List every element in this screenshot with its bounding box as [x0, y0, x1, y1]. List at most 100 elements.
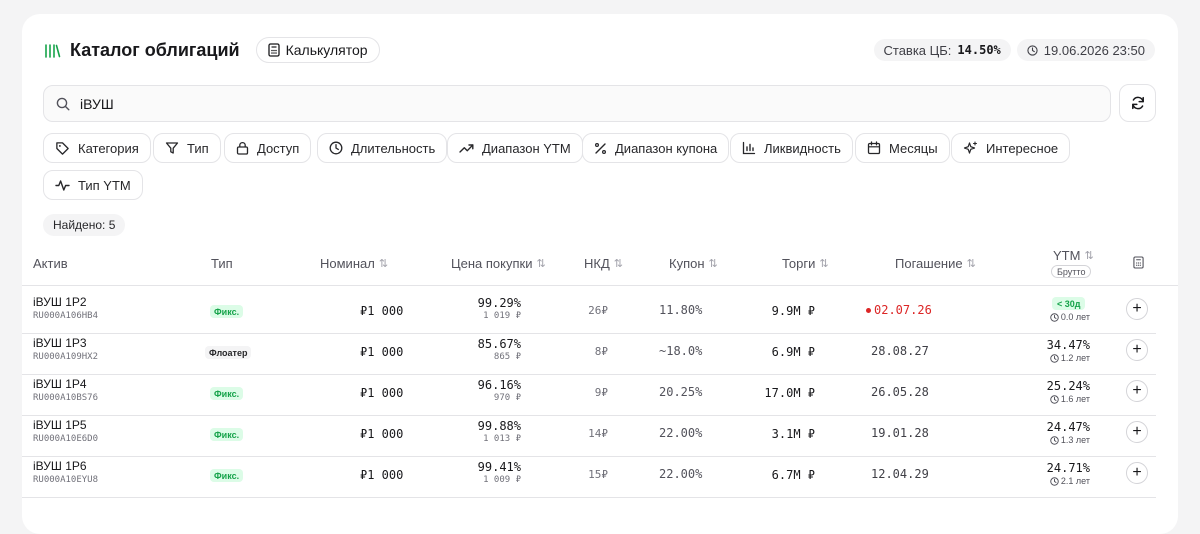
clock-icon — [1027, 44, 1038, 56]
asset-name[interactable]: iВУШ 1P5 — [33, 418, 87, 432]
search-input[interactable]: iВУШ — [43, 85, 1111, 122]
filter-label: Диапазон купона — [615, 140, 718, 156]
price-rub: 970 ₽ — [493, 393, 521, 403]
price-rub: 1 013 ₽ — [483, 434, 521, 444]
type-badge: Фикс. — [210, 305, 244, 318]
col-maturity[interactable]: Погашение ⇅ — [895, 256, 976, 271]
type-badge: Фикс. — [210, 469, 244, 482]
results-count-badge: Найдено: 5 — [43, 214, 126, 236]
clock-icon — [1050, 312, 1059, 322]
lock-icon — [236, 142, 249, 155]
filter-ytm-range[interactable]: Диапазон YTM — [447, 133, 583, 163]
search-icon — [56, 97, 70, 111]
nkd-value: 15₽ — [588, 468, 608, 481]
coupon-value: 22.00% — [659, 467, 703, 481]
sort-icon: ⇅ — [378, 258, 389, 270]
filter-label: Диапазон YTM — [482, 140, 571, 156]
filter-type[interactable]: Тип — [153, 133, 221, 163]
filter-ytm-type[interactable]: Тип YTM — [43, 170, 143, 200]
add-to-portfolio-button[interactable]: + — [1126, 421, 1148, 443]
price-rub: 1 009 ₽ — [483, 475, 521, 485]
col-ytm[interactable]: YTM ⇅ — [1053, 248, 1094, 263]
col-coupon[interactable]: Купон ⇅ — [669, 256, 718, 271]
col-type: Тип — [211, 256, 233, 271]
sort-icon: ⇅ — [966, 258, 976, 270]
filter-coupon-range[interactable]: Диапазон купона — [582, 133, 730, 163]
maturity-date: 02.07.26 — [866, 303, 932, 317]
maturity-date: 26.05.28 — [871, 385, 929, 399]
search-value: iВУШ — [80, 95, 114, 112]
ytm-value: 25.24% — [1046, 379, 1090, 393]
sort-icon: ⇅ — [536, 258, 546, 270]
ytm-short-badge: < 30д — [1052, 297, 1086, 310]
sort-icon: ⇅ — [613, 258, 623, 270]
row-divider — [22, 333, 1156, 334]
activity-icon — [55, 179, 70, 191]
col-volume[interactable]: Торги ⇅ — [782, 256, 829, 271]
price-percent: 99.29% — [477, 296, 521, 310]
sparkles-icon — [963, 140, 978, 154]
duration-years: 0.0 лет — [1050, 312, 1090, 322]
add-to-portfolio-button[interactable]: + — [1126, 380, 1148, 402]
asset-name[interactable]: iВУШ 1P4 — [33, 377, 87, 391]
coupon-value: ~18.0% — [659, 344, 703, 358]
filter-interesting[interactable]: Интересное — [951, 133, 1071, 163]
add-to-portfolio-button[interactable]: + — [1126, 462, 1148, 484]
price-rub: 865 ₽ — [493, 352, 521, 362]
row-divider — [22, 415, 1156, 416]
filter-label: Доступ — [257, 140, 300, 156]
row-divider — [22, 456, 1156, 457]
clock-icon — [1050, 476, 1059, 486]
nominal-value: ₽1 000 — [360, 468, 404, 482]
calendar-icon — [867, 141, 881, 155]
header: Каталог облигаций Калькулятор — [44, 37, 380, 63]
nominal-value: ₽1 000 — [360, 386, 404, 400]
clock-icon — [1050, 435, 1059, 445]
ytm-value: 34.47% — [1046, 338, 1090, 352]
duration-years: 1.3 лет — [1050, 435, 1090, 445]
coupon-value: 11.80% — [659, 303, 703, 317]
type-badge: Флоатер — [205, 346, 252, 359]
calculator-icon — [267, 43, 280, 57]
volume-value: 17.0M ₽ — [764, 386, 815, 400]
filter-liquidity[interactable]: Ликвидность — [730, 133, 853, 163]
filter-label: Интересное — [986, 140, 1059, 156]
nominal-value: ₽1 000 — [360, 427, 404, 441]
maturity-date: 28.08.27 — [871, 344, 929, 358]
nkd-value: 26₽ — [588, 304, 608, 317]
nkd-value: 8₽ — [594, 345, 608, 358]
add-to-portfolio-button[interactable]: + — [1126, 339, 1148, 361]
asset-name[interactable]: iВУШ 1P3 — [33, 336, 87, 350]
refresh-button[interactable] — [1119, 84, 1156, 122]
page-title: Каталог облигаций — [70, 39, 240, 60]
filter-months[interactable]: Месяцы — [855, 133, 950, 163]
asset-name[interactable]: iВУШ 1P6 — [33, 459, 87, 473]
add-to-portfolio-button[interactable]: + — [1126, 298, 1148, 320]
type-badge: Фикс. — [210, 428, 244, 441]
trending-up-icon — [459, 144, 474, 153]
filter-category[interactable]: Категория — [43, 133, 151, 163]
header-divider — [22, 285, 1178, 286]
asset-isin: RU000A106HB4 — [33, 311, 99, 321]
volume-value: 3.1M ₽ — [771, 427, 815, 441]
asset-name[interactable]: iВУШ 1P2 — [33, 295, 87, 309]
volume-value: 6.9M ₽ — [771, 345, 815, 359]
col-nkd[interactable]: НКД ⇅ — [584, 256, 623, 271]
duration-years: 1.2 лет — [1050, 353, 1090, 363]
filter-duration[interactable]: Длительность — [317, 133, 448, 163]
cb-rate-label: Ставка ЦБ: — [883, 42, 952, 58]
nkd-value: 14₽ — [588, 427, 608, 440]
tag-icon — [56, 141, 69, 155]
calculator-label: Калькулятор — [285, 42, 368, 58]
filter-label: Тип YTM — [78, 177, 131, 193]
price-rub: 1 019 ₽ — [483, 311, 521, 321]
duration-years: 2.1 лет — [1050, 476, 1090, 486]
ytm-brutto-badge[interactable]: Брутто — [1051, 265, 1092, 278]
col-price[interactable]: Цена покупки ⇅ — [451, 256, 546, 271]
price-percent: 85.67% — [477, 337, 521, 351]
ytm-value: 24.71% — [1046, 461, 1090, 475]
filter-access[interactable]: Доступ — [224, 133, 312, 163]
calculator-button[interactable]: Калькулятор — [255, 37, 380, 63]
maturity-date: 12.04.29 — [871, 467, 929, 481]
col-nominal[interactable]: Номинал ⇅ — [320, 256, 389, 271]
